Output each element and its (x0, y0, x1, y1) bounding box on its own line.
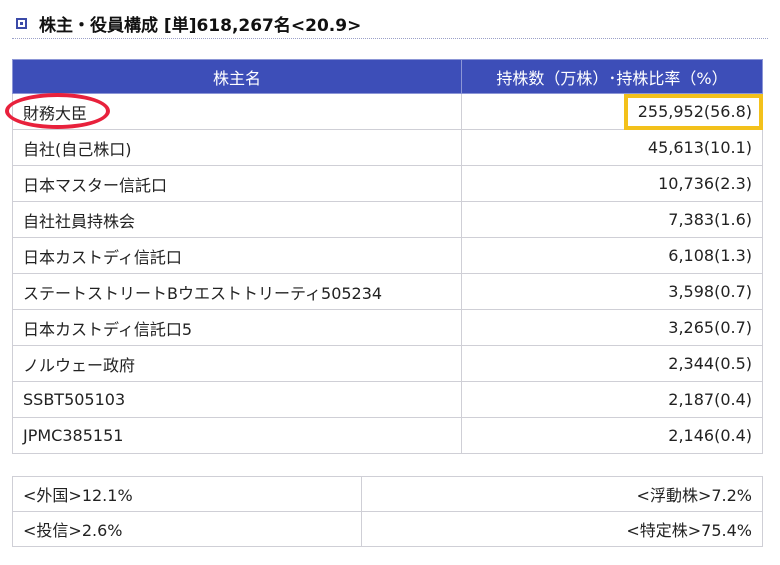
shareholder-name: 自社(自己株口) (12, 129, 462, 166)
shareholding-value: 3,598(0.7) (461, 273, 763, 310)
table-row: 財務大臣 255,952(56.8) (12, 93, 763, 130)
shareholding-value: 10,736(2.3) (461, 165, 763, 202)
shareholder-name: 日本カストディ信託口 (12, 237, 462, 274)
trust-ratio: <投信>2.6% (12, 511, 362, 547)
table-row: ノルウェー政府 2,344(0.5) (12, 345, 763, 382)
table-row: 自社社員持株会 7,383(1.6) (12, 201, 763, 238)
table-row: 日本カストディ信託口 6,108(1.3) (12, 237, 763, 274)
shareholding-value: 6,108(1.3) (461, 237, 763, 274)
shareholding-value: 2,344(0.5) (461, 345, 763, 382)
section-title: 株主・役員構成 [単]618,267名<20.9> (39, 15, 362, 36)
shareholding-value: 2,146(0.4) (461, 417, 763, 454)
table-row: SSBT505103 2,187(0.4) (12, 381, 763, 418)
table-row: 日本マスター信託口 10,736(2.3) (12, 165, 763, 202)
shareholder-name: ステートストリートBウエストトリーティ505234 (12, 273, 462, 310)
square-bullet-icon (16, 17, 27, 29)
column-header-name: 株主名 (12, 59, 462, 94)
table-row: ステートストリートBウエストトリーティ505234 3,598(0.7) (12, 273, 763, 310)
shareholder-name: JPMC385151 (12, 417, 462, 454)
shareholders-table: 株主名 持株数（万株）･持株比率（%） 財務大臣 255,952(56.8) 自… (12, 59, 763, 454)
table-header-row: 株主名 持株数（万株）･持株比率（%） (12, 59, 763, 94)
column-header-shares: 持株数（万株）･持株比率（%） (461, 59, 763, 94)
shareholder-name: 財務大臣 (12, 93, 462, 130)
shareholder-name: ノルウェー政府 (12, 345, 462, 382)
summary-row: <外国>12.1% <浮動株>7.2% (12, 476, 763, 512)
table-row: JPMC385151 2,146(0.4) (12, 417, 763, 454)
summary-row: <投信>2.6% <特定株>75.4% (12, 511, 763, 547)
shareholder-name: 自社社員持株会 (12, 201, 462, 238)
shareholding-value: 255,952(56.8) (461, 93, 763, 130)
ownership-summary-table: <外国>12.1% <浮動株>7.2% <投信>2.6% <特定株>75.4% (12, 476, 763, 547)
section-header: 株主・役員構成 [単]618,267名<20.9> (12, 8, 768, 39)
shareholder-name: 日本マスター信託口 (12, 165, 462, 202)
foreign-ratio: <外国>12.1% (12, 476, 362, 512)
shareholding-value: 45,613(10.1) (461, 129, 763, 166)
shareholding-value: 3,265(0.7) (461, 309, 763, 346)
shareholding-value: 2,187(0.4) (461, 381, 763, 418)
shareholder-name: SSBT505103 (12, 381, 462, 418)
table-row: 自社(自己株口) 45,613(10.1) (12, 129, 763, 166)
table-row: 日本カストディ信託口5 3,265(0.7) (12, 309, 763, 346)
floating-ratio: <浮動株>7.2% (361, 476, 763, 512)
specific-ratio: <特定株>75.4% (361, 511, 763, 547)
shareholding-value: 7,383(1.6) (461, 201, 763, 238)
shareholder-name: 日本カストディ信託口5 (12, 309, 462, 346)
